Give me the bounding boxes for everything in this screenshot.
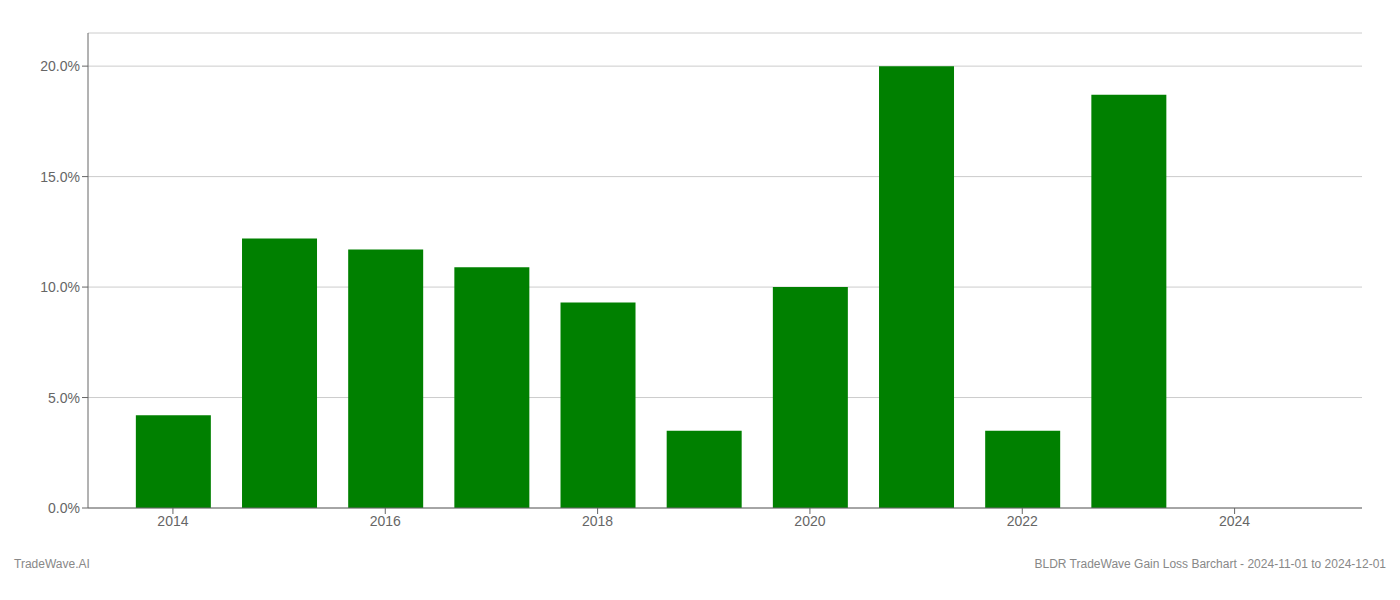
svg-text:5.0%: 5.0% <box>48 390 80 406</box>
html-text:BLDR TradeWave Gain Loss Barch: BLDR TradeWave Gain Loss Barchart - 2024… <box>1034 557 1386 571</box>
svg-text:2018: 2018 <box>582 513 613 529</box>
svg-text:2022: 2022 <box>1007 513 1038 529</box>
svg-text:2020: 2020 <box>794 513 825 529</box>
svg-text:0.0%: 0.0% <box>48 500 80 516</box>
svg-text:2016: 2016 <box>370 513 401 529</box>
svg-text:2024: 2024 <box>1219 513 1250 529</box>
svg-text:10.0%: 10.0% <box>40 279 80 295</box>
svg-text:2014: 2014 <box>157 513 188 529</box>
svg-text:20.0%: 20.0% <box>40 58 80 74</box>
svg-text:15.0%: 15.0% <box>40 169 80 185</box>
html-text:TradeWave.AI: TradeWave.AI <box>14 557 90 571</box>
